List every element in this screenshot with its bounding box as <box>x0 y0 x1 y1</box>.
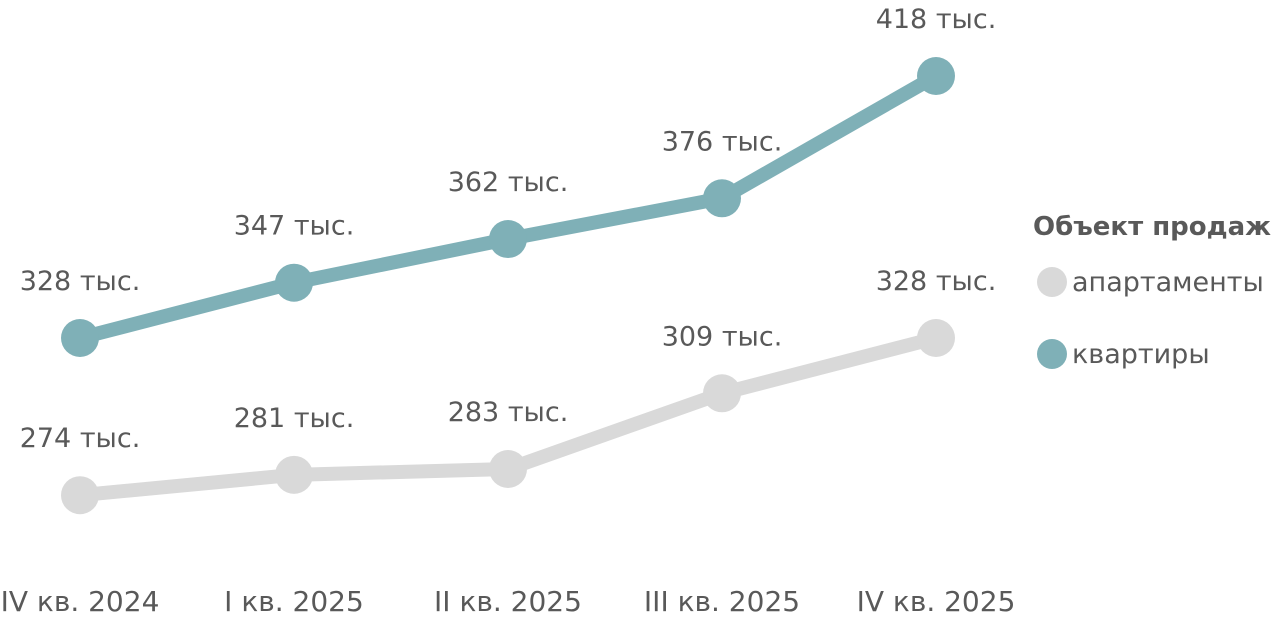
series-line-flats <box>73 69 943 345</box>
data-label-flats-4: 418 тыс. <box>876 4 997 35</box>
data-label-apartments-1: 281 тыс. <box>234 403 355 434</box>
x-tick-label-4: IV кв. 2025 <box>857 585 1016 618</box>
data-point-flats-4 <box>917 57 955 95</box>
legend-marker-apartments <box>1037 267 1067 297</box>
data-point-flats-3 <box>703 179 741 218</box>
legend-item-apartments: апартаменты <box>1037 267 1264 298</box>
legend-label-apartments: апартаменты <box>1072 267 1264 298</box>
x-tick-label-1: I кв. 2025 <box>224 585 364 618</box>
data-label-layer: 274 тыс. 281 тыс. 283 тыс. 309 тыс. 328 тыс.… <box>20 4 997 454</box>
data-label-apartments-3: 309 тыс. <box>662 321 783 352</box>
x-tick-label-0: IV кв. 2024 <box>1 585 160 618</box>
x-axis: IV кв. 2024 I кв. 2025 II кв. 2025 III кв. … <box>1 585 1016 618</box>
data-point-flats-2 <box>489 220 527 259</box>
data-label-apartments-0: 274 тыс. <box>20 423 141 454</box>
legend: Объект продаж апартаменты квартиры <box>1033 212 1271 370</box>
data-label-flats-3: 376 тыс. <box>662 126 783 157</box>
legend-item-flats: квартиры <box>1037 339 1210 370</box>
data-point-apartments-3 <box>703 374 741 413</box>
x-tick-label-3: III кв. 2025 <box>644 585 800 618</box>
data-point-apartments-1 <box>275 455 313 494</box>
data-label-apartments-4: 328 тыс. <box>876 266 997 297</box>
data-label-flats-2: 362 тыс. <box>448 167 569 198</box>
data-point-apartments-0 <box>61 476 99 515</box>
data-point-apartments-4 <box>917 319 955 357</box>
data-point-flats-1 <box>275 263 313 302</box>
data-label-apartments-2: 283 тыс. <box>448 397 569 428</box>
legend-marker-flats <box>1037 339 1067 369</box>
legend-title: Объект продаж <box>1033 212 1271 242</box>
data-label-flats-1: 347 тыс. <box>234 211 355 242</box>
legend-label-flats: квартиры <box>1072 339 1210 370</box>
series-layer <box>61 57 955 515</box>
x-tick-label-2: II кв. 2025 <box>434 585 582 618</box>
data-point-apartments-2 <box>489 450 527 488</box>
data-point-flats-0 <box>61 319 99 357</box>
data-label-flats-0: 328 тыс. <box>20 266 141 297</box>
